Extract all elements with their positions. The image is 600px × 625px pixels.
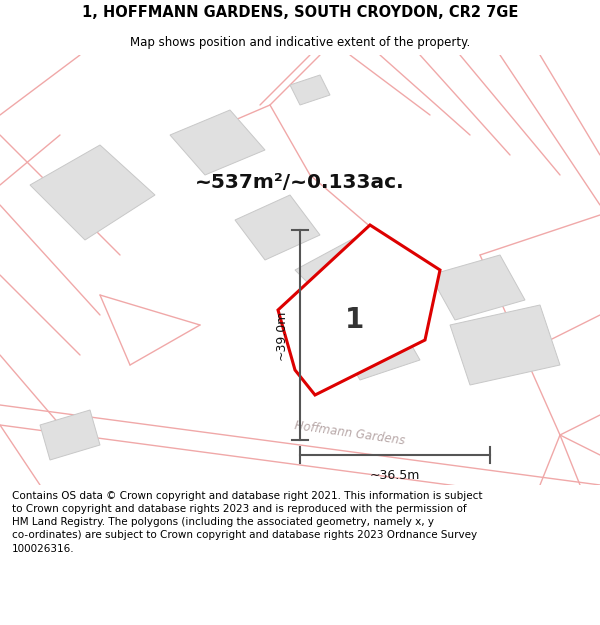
- Polygon shape: [235, 195, 320, 260]
- Polygon shape: [30, 145, 155, 240]
- Polygon shape: [278, 225, 440, 395]
- Text: ~537m²/~0.133ac.: ~537m²/~0.133ac.: [195, 174, 404, 192]
- Text: ~39.0m: ~39.0m: [275, 310, 288, 360]
- Polygon shape: [340, 325, 420, 380]
- Polygon shape: [40, 410, 100, 460]
- Text: Hoffmann Gardens: Hoffmann Gardens: [294, 419, 406, 447]
- Text: Contains OS data © Crown copyright and database right 2021. This information is : Contains OS data © Crown copyright and d…: [12, 491, 482, 554]
- Text: Map shows position and indicative extent of the property.: Map shows position and indicative extent…: [130, 36, 470, 49]
- Text: 1, HOFFMANN GARDENS, SOUTH CROYDON, CR2 7GE: 1, HOFFMANN GARDENS, SOUTH CROYDON, CR2 …: [82, 4, 518, 19]
- Polygon shape: [290, 75, 330, 105]
- Text: 1: 1: [346, 306, 365, 334]
- Text: ~36.5m: ~36.5m: [370, 469, 420, 482]
- Polygon shape: [170, 110, 265, 175]
- Polygon shape: [450, 305, 560, 385]
- Polygon shape: [295, 235, 410, 320]
- Polygon shape: [430, 255, 525, 320]
